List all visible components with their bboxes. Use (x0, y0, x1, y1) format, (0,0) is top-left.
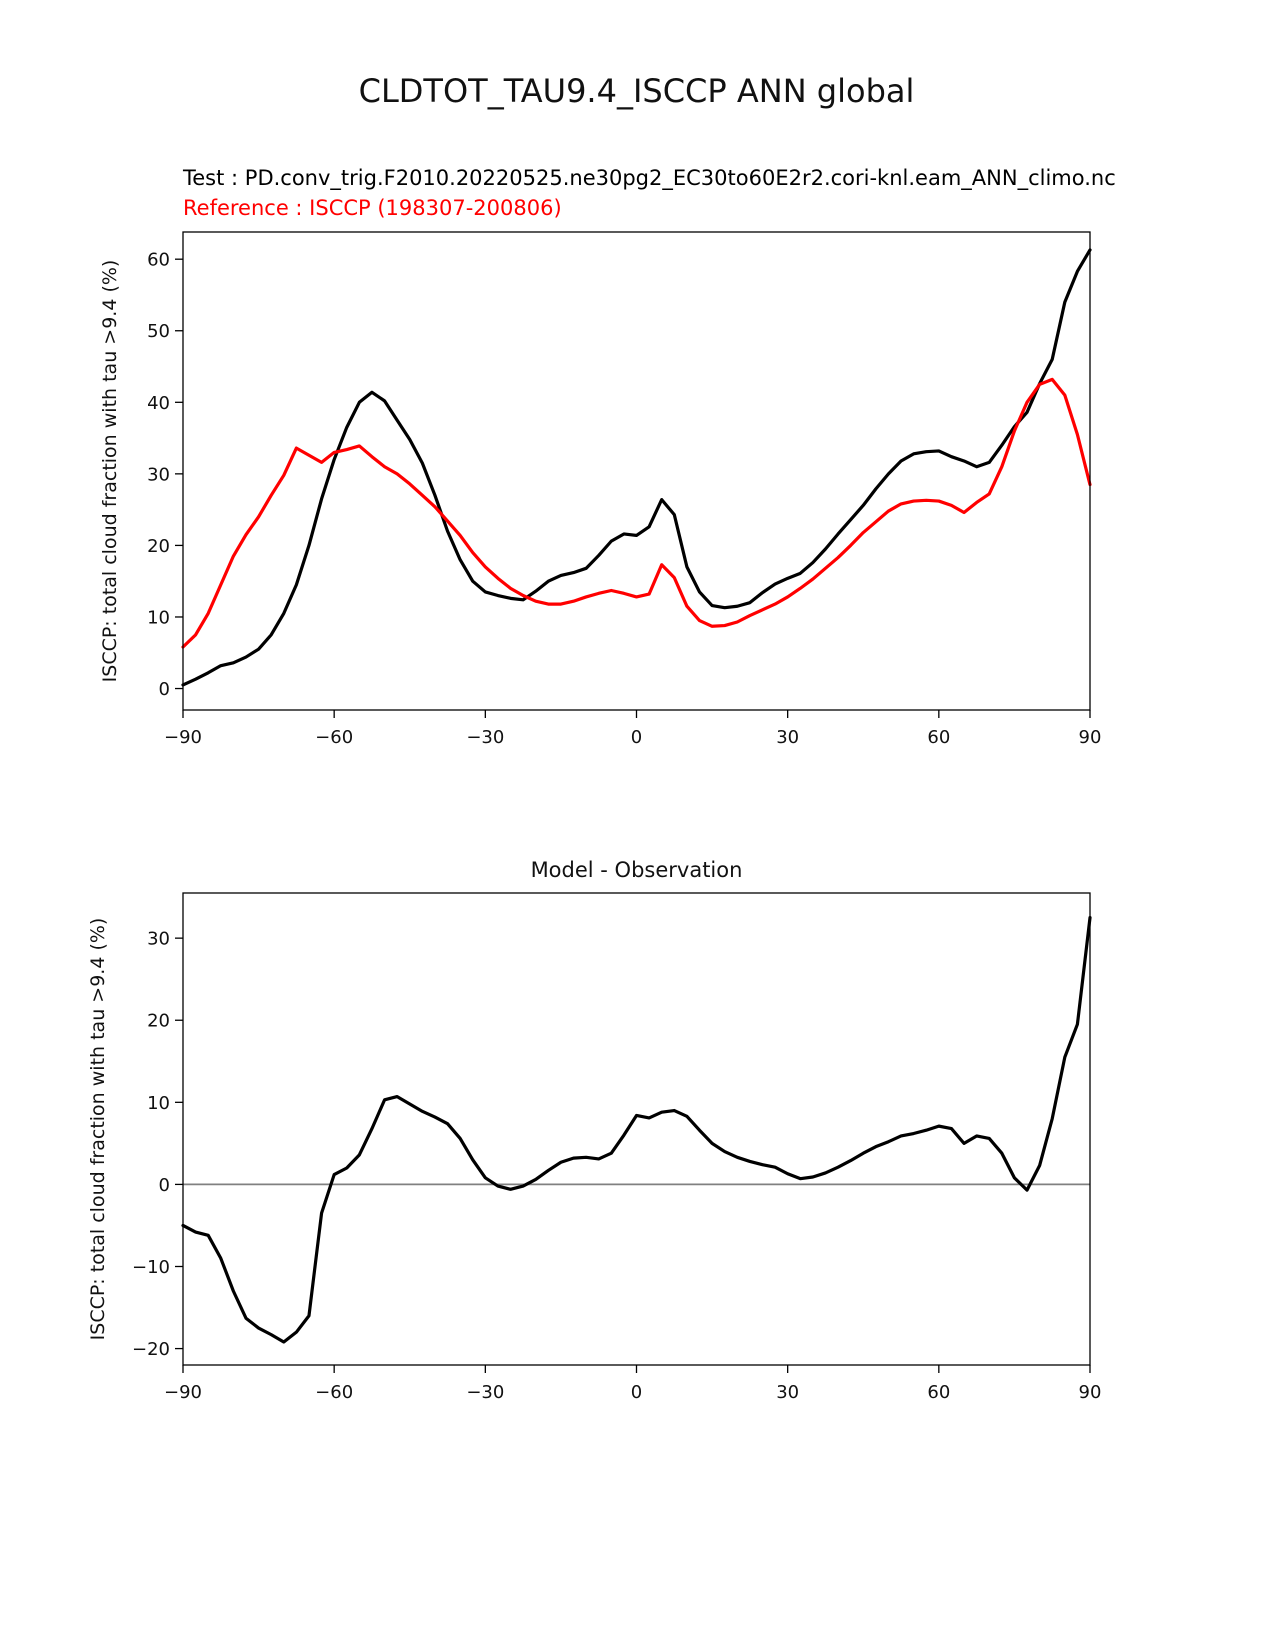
x-tick-label: 0 (631, 1382, 642, 1403)
reference-label: Reference : ISCCP (198307-200806) (183, 196, 562, 220)
y-tick-label: 0 (159, 679, 170, 700)
y-tick-label: 10 (147, 1093, 170, 1114)
y-tick-label: 20 (147, 1011, 170, 1032)
y-axis-label: ISCCP: total cloud fraction with tau >9.… (99, 260, 121, 683)
x-tick-label: 0 (631, 727, 642, 748)
x-tick-label: −90 (164, 727, 202, 748)
y-tick-label: 60 (147, 250, 170, 271)
model-minus-observation-line (181, 916, 1092, 1344)
y-tick-label: 20 (147, 536, 170, 557)
x-tick-label: 60 (927, 727, 950, 748)
test-label: Test : PD.conv_trig.F2010.20220525.ne30p… (183, 166, 1116, 190)
difference-chart-title: Model - Observation (530, 858, 743, 882)
x-tick-label: −60 (315, 1382, 353, 1403)
x-tick-label: 60 (927, 1382, 950, 1403)
y-tick-label: 30 (147, 929, 170, 950)
y-tick-label: 50 (147, 321, 170, 342)
plot-frame (182, 892, 1091, 1366)
x-tick-label: −30 (466, 727, 504, 748)
y-tick-label: −10 (132, 1257, 170, 1278)
y-tick-label: 30 (147, 464, 170, 485)
x-tick-label: −90 (164, 1382, 202, 1403)
y-tick-label: 40 (147, 393, 170, 414)
x-tick-label: −60 (315, 727, 353, 748)
difference-chart-model-minus-observation: −90 −60 −30 0 30 60 90 −20 −10 0 10 20 30 ISCCP: tota… (87, 892, 1102, 1403)
y-tick-label: 0 (159, 1175, 170, 1196)
plot-frame (182, 231, 1091, 711)
reference-isccp-line (181, 377, 1092, 649)
x-tick-label: 90 (1079, 727, 1102, 748)
y-axis-label: ISCCP: total cloud fraction with tau >9.… (87, 918, 109, 1341)
y-tick-label: 10 (147, 607, 170, 628)
test-model-line (181, 248, 1092, 687)
x-tick-label: 30 (776, 1382, 799, 1403)
figure-title: CLDTOT_TAU9.4_ISCCP ANN global (358, 72, 915, 110)
y-tick-label: −20 (132, 1339, 170, 1360)
x-tick-label: 30 (776, 727, 799, 748)
x-tick-label: −30 (466, 1382, 504, 1403)
top-chart-latitude-cloud-fraction: −90 −60 −30 0 30 60 90 0 10 20 30 40 50 60 ISCCP: tota… (99, 231, 1102, 748)
x-tick-label: 90 (1079, 1382, 1102, 1403)
